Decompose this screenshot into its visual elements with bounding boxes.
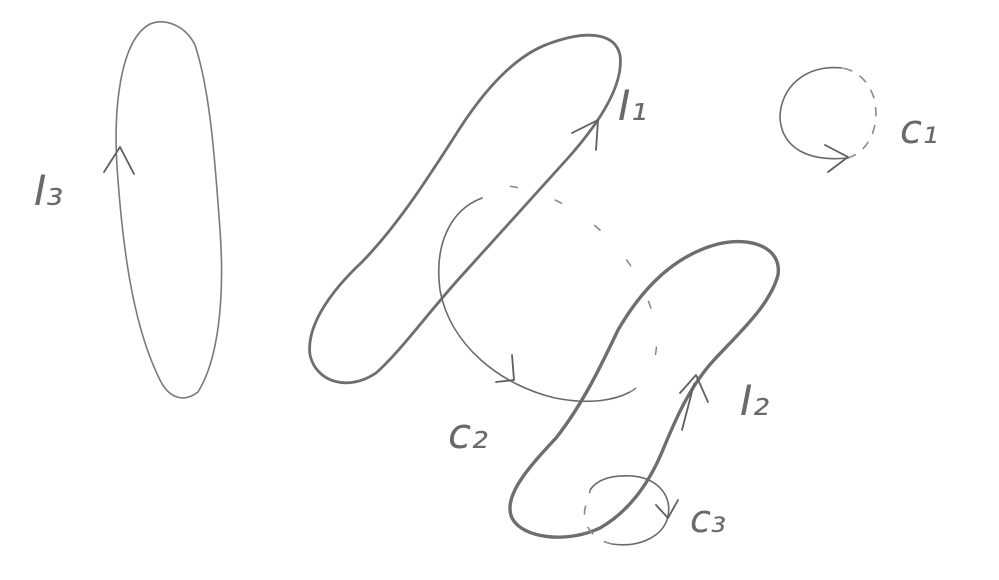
label-c1: c₁ bbox=[900, 107, 938, 153]
label-i1: I₁ bbox=[618, 81, 647, 130]
c3-solid-arc bbox=[589, 475, 670, 546]
arrow-i2-tail bbox=[681, 383, 695, 431]
current-loop-i3 bbox=[103, 21, 223, 399]
c2-solid-arc bbox=[438, 197, 631, 403]
current-loop-i1 bbox=[308, 33, 622, 385]
arrow-c1 bbox=[824, 144, 849, 173]
c3-dashed-arc bbox=[583, 489, 613, 545]
arrow-i2 bbox=[679, 374, 709, 403]
label-c3: c₃ bbox=[690, 497, 726, 541]
c1-dashed-arc bbox=[841, 67, 877, 159]
label-i3: I₃ bbox=[34, 166, 63, 215]
loop-i3-path bbox=[115, 21, 223, 399]
label-i2: I₂ bbox=[740, 376, 769, 425]
label-c2: c₂ bbox=[448, 409, 488, 458]
c2-dashed-arc bbox=[491, 184, 658, 393]
arrow-i1 bbox=[571, 119, 599, 151]
arrow-c3 bbox=[655, 499, 679, 519]
current-loop-i2 bbox=[508, 239, 780, 539]
loop-i2-path bbox=[508, 239, 780, 539]
amperian-loop-c2 bbox=[438, 184, 658, 403]
loop-i1-path bbox=[308, 33, 622, 385]
amperian-loop-c1 bbox=[779, 66, 877, 173]
arrow-i3 bbox=[103, 146, 135, 175]
amperian-loop-c3 bbox=[583, 475, 679, 546]
c1-solid-arc bbox=[779, 66, 849, 160]
arrow-c2 bbox=[495, 354, 515, 383]
